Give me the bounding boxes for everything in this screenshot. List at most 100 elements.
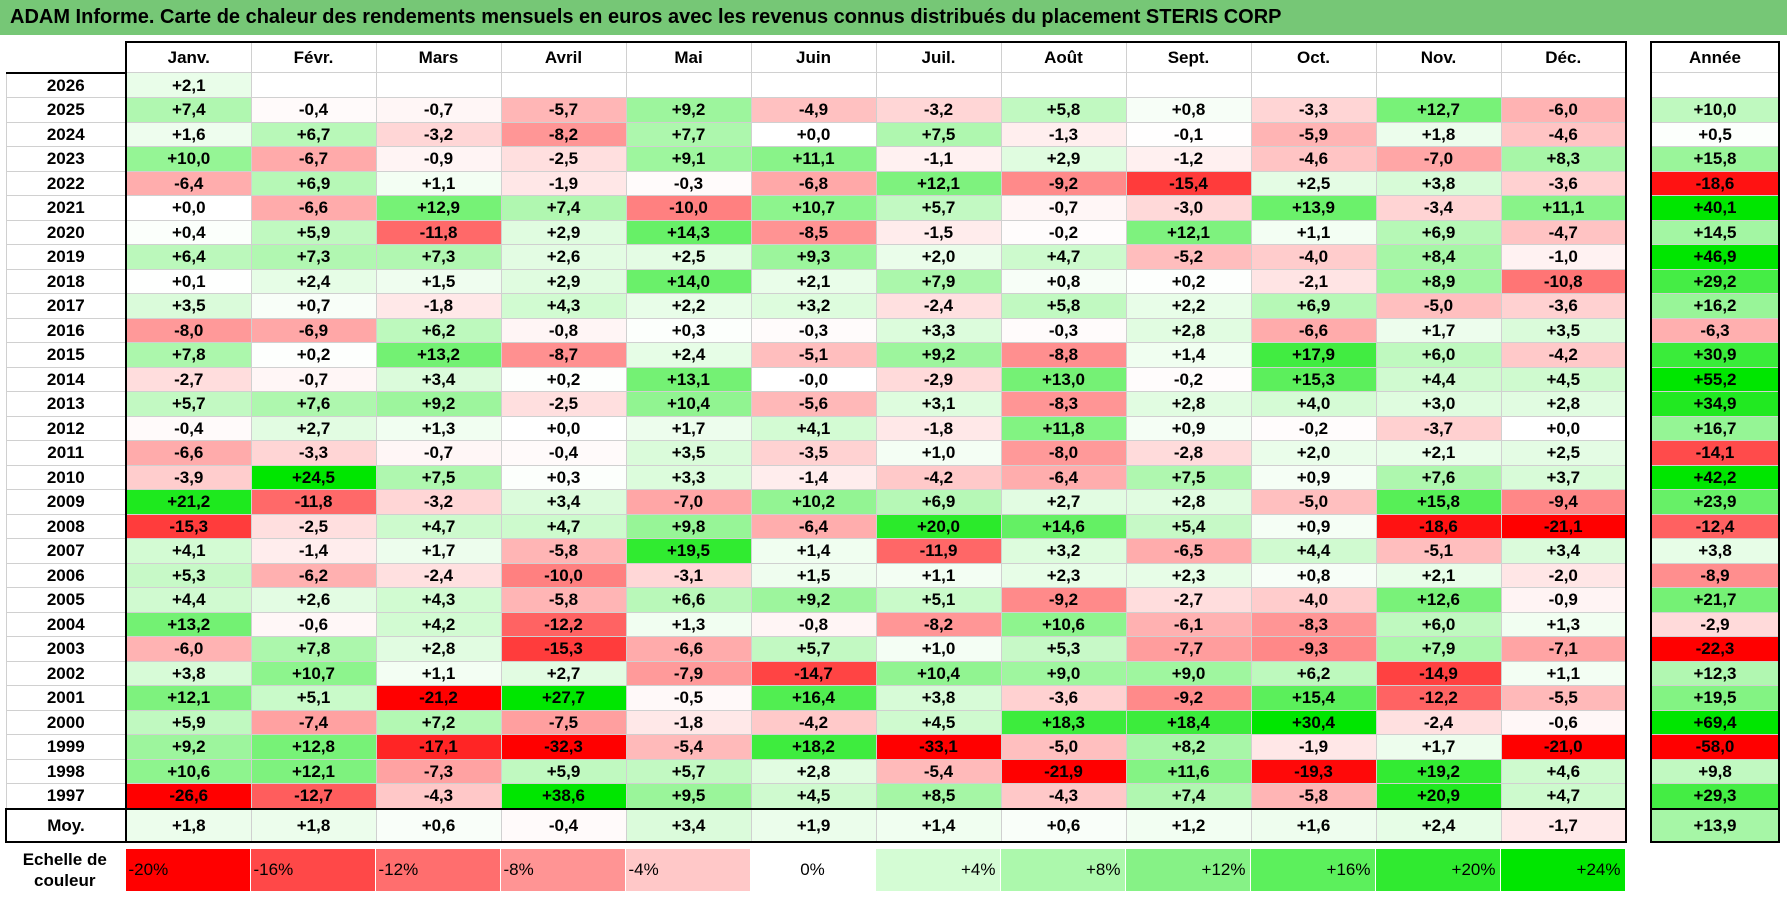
heat-cell: -2,7 <box>125 366 252 392</box>
heat-cell: -6,4 <box>125 170 252 196</box>
heat-cell: +7,5 <box>375 464 502 490</box>
heat-cell: +9,5 <box>625 783 752 809</box>
heat-cell: +2,7 <box>250 415 377 441</box>
month-header-11: Déc. <box>1500 41 1627 73</box>
year-row: 2012 -0,4 +2,7 +1,3 +0,0 +1,7 +4,1 -1,8 +11,8 +0,… <box>5 415 1780 441</box>
heat-cell: +1,6 <box>125 121 252 147</box>
heat-cell: +6,9 <box>875 489 1002 515</box>
heat-cell: -8,8 <box>1000 342 1127 368</box>
year-label: 2019 <box>5 244 127 270</box>
color-scale-swatch: -16% <box>249 848 376 892</box>
heat-cell: +10,4 <box>625 391 752 417</box>
heat-cell: -5,0 <box>1375 293 1502 319</box>
heat-cell: +7,6 <box>1375 464 1502 490</box>
heat-cell: -6,6 <box>125 440 252 466</box>
heat-cell: +4,5 <box>875 709 1002 735</box>
column-gap <box>1626 171 1651 196</box>
heat-cell: +0,3 <box>500 464 627 490</box>
column-gap <box>1626 293 1651 318</box>
heat-cell: +1,0 <box>875 636 1002 662</box>
heat-cell: +7,8 <box>250 636 377 662</box>
heat-cell: -0,8 <box>750 611 877 637</box>
heat-cell: +2,1 <box>1375 562 1502 588</box>
heat-cell: +0,2 <box>1125 268 1252 294</box>
year-row: 2002 +3,8 +10,7 +1,1 +2,7 -7,9 -14,7 +10,4 +9,0 +… <box>5 660 1780 686</box>
heat-cell: +9,0 <box>1125 660 1252 686</box>
year-label: 2005 <box>5 587 127 613</box>
heat-cell: +1,0 <box>875 440 1002 466</box>
year-row: 1999 +9,2 +12,8 -17,1 -32,3 -5,4 +18,2 -33,1 -5,… <box>5 734 1780 760</box>
column-gap <box>1626 538 1651 563</box>
heat-cell: -8,3 <box>1250 611 1377 637</box>
year-row: 2018 +0,1 +2,4 +1,5 +2,9 +14,0 +2,1 +7,9 +0,8 +0,… <box>5 268 1780 294</box>
heat-cell: -18,6 <box>1375 513 1502 539</box>
heat-cell: -0,2 <box>1000 219 1127 245</box>
month-header-9: Oct. <box>1250 41 1377 73</box>
heat-cell: +5,1 <box>250 685 377 711</box>
month-header-8: Sept. <box>1125 41 1252 73</box>
heat-cell: +2,1 <box>750 268 877 294</box>
heat-cell: +0,2 <box>250 342 377 368</box>
heat-cell: -3,3 <box>250 440 377 466</box>
heat-cell: -1,4 <box>750 464 877 490</box>
heat-cell: -0,6 <box>1500 709 1627 735</box>
column-gap <box>1626 710 1651 735</box>
heat-cell: -2,4 <box>375 562 502 588</box>
heat-cell: +9,2 <box>750 587 877 613</box>
heat-cell: -2,7 <box>1125 587 1252 613</box>
year-row: 2010 -3,9 +24,5 +7,5 +0,3 +3,3 -1,4 -4,2 -6,4 +7,… <box>5 464 1780 490</box>
average-cell: +1,2 <box>1125 807 1252 843</box>
annual-cell: +0,5 <box>1650 121 1780 147</box>
heat-cell: +4,7 <box>1500 783 1627 809</box>
heat-cell: +0,0 <box>1500 415 1627 441</box>
heat-cell: +1,3 <box>1500 611 1627 637</box>
column-gap <box>1626 342 1651 367</box>
heat-cell: +4,5 <box>1500 366 1627 392</box>
heat-cell: +21,2 <box>125 489 252 515</box>
heat-cell: -3,5 <box>750 440 877 466</box>
column-gap <box>1626 661 1651 686</box>
heat-cell: +0,0 <box>125 195 252 221</box>
heat-cell: +7,9 <box>1375 636 1502 662</box>
heat-cell: -7,0 <box>1375 146 1502 172</box>
color-scale-swatch: -20% <box>124 848 251 892</box>
column-gap <box>1626 72 1651 98</box>
heat-cell: +2,8 <box>1125 317 1252 343</box>
heat-cell: -3,4 <box>1375 195 1502 221</box>
heat-cell: +5,1 <box>875 587 1002 613</box>
heat-cell: -12,2 <box>1375 685 1502 711</box>
heat-cell: -4,6 <box>1500 121 1627 147</box>
color-scale-label-line1: Echelle de <box>22 850 107 869</box>
annual-cell: +42,2 <box>1650 464 1780 490</box>
heat-cell: +5,8 <box>1000 293 1127 319</box>
annual-cell: +40,1 <box>1650 195 1780 221</box>
color-scale-swatch: -8% <box>499 848 626 892</box>
heat-cell: +7,4 <box>125 97 252 123</box>
heat-cell: +4,7 <box>500 513 627 539</box>
heat-cell: +4,1 <box>125 538 252 564</box>
heat-cell: +1,7 <box>1375 734 1502 760</box>
heat-cell: -4,3 <box>1000 783 1127 809</box>
annual-cell: -2,9 <box>1650 611 1780 637</box>
heat-cell: -5,4 <box>625 734 752 760</box>
heat-cell: +18,2 <box>750 734 877 760</box>
heat-cell: +4,0 <box>1250 391 1377 417</box>
heat-cell: -0,9 <box>1500 587 1627 613</box>
heat-cell: +1,4 <box>1125 342 1252 368</box>
annual-cell: +23,9 <box>1650 489 1780 515</box>
heat-cell: +38,6 <box>500 783 627 809</box>
year-label: 2008 <box>5 514 127 539</box>
heat-cell: +1,5 <box>375 268 502 294</box>
heat-cell: -8,5 <box>750 219 877 245</box>
color-scale-row: Echelle de couleur -20% -16% -12% -8% -4% 0% +4%… <box>5 848 1626 892</box>
year-row: 1997 -26,6 -12,7 -4,3 +38,6 +9,5 +4,5 +8,5 -4,3 +… <box>5 783 1780 809</box>
average-cell: +1,4 <box>875 807 1002 843</box>
heat-cell: -7,4 <box>250 709 377 735</box>
heat-cell: -1,1 <box>875 146 1002 172</box>
heat-cell: -0,1 <box>1125 121 1252 147</box>
heat-cell: +0,2 <box>500 366 627 392</box>
heat-cell: -0,0 <box>750 366 877 392</box>
heat-cell: -2,4 <box>1375 709 1502 735</box>
heat-cell: -0,7 <box>375 440 502 466</box>
heat-cell: -1,3 <box>1000 121 1127 147</box>
